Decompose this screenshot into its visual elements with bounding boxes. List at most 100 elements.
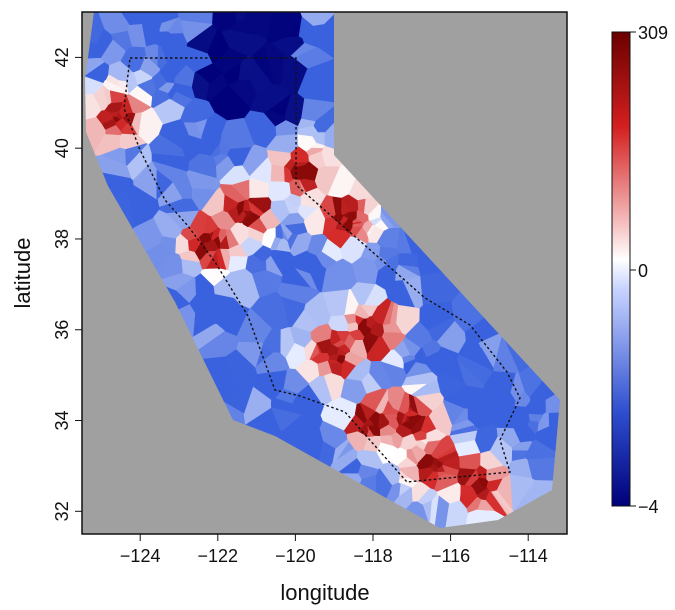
voronoi-cell — [459, 493, 478, 509]
voronoi-cell — [366, 429, 375, 438]
voronoi-cell — [93, 85, 108, 111]
voronoi-cell — [108, 60, 132, 82]
voronoi-cell — [428, 316, 455, 342]
x-tick-label: −118 — [353, 546, 392, 566]
voronoi-cell — [195, 63, 222, 84]
voronoi-cell — [401, 421, 412, 430]
voronoi-cell — [109, 90, 128, 104]
y-tick-label: 38 — [52, 229, 72, 249]
voronoi-cell — [450, 419, 475, 432]
voronoi-cell — [119, 12, 149, 26]
voronoi-cell — [362, 339, 378, 355]
voronoi-cell — [158, 82, 175, 94]
voronoi-cell — [467, 397, 495, 429]
y-tick-label: 32 — [52, 501, 72, 521]
voronoi-cell — [401, 354, 416, 364]
voronoi-cell — [125, 142, 148, 167]
voronoi-cell — [228, 20, 258, 36]
voronoi-cell — [289, 179, 303, 197]
colorbar — [611, 31, 631, 507]
voronoi-cell — [283, 198, 299, 214]
voronoi-cell — [384, 413, 398, 423]
voronoi-cell — [223, 194, 239, 213]
voronoi-cell — [382, 301, 395, 326]
voronoi-cell — [480, 450, 504, 470]
colorbar-min-label: −4 — [638, 497, 659, 517]
voronoi-cell — [210, 294, 240, 313]
voronoi-cell — [348, 211, 357, 222]
voronoi-cell — [431, 435, 455, 459]
voronoi-cell — [359, 325, 372, 337]
voronoi-cell — [296, 165, 305, 172]
voronoi-cell — [177, 12, 213, 24]
y-tick-label: 40 — [52, 138, 72, 158]
voronoi-cell — [276, 238, 291, 253]
voronoi-cell — [101, 118, 117, 130]
x-tick-label: −116 — [431, 546, 470, 566]
voronoi-cell — [398, 391, 410, 415]
y-tick-label: 34 — [52, 411, 72, 431]
voronoi-cell — [162, 60, 187, 78]
x-tick-label: −120 — [275, 546, 316, 566]
voronoi-cell — [96, 28, 113, 59]
voronoi-cell — [360, 388, 388, 411]
voronoi-cell — [248, 217, 268, 234]
voronoi-cell — [328, 363, 343, 377]
voronoi-cell — [270, 164, 285, 182]
x-axis-ticks: −124 −122 −120 −118 −116 −114 — [120, 534, 548, 566]
voronoi-cell — [433, 495, 450, 528]
voronoi-cell — [251, 203, 264, 217]
voronoi-cell — [158, 119, 189, 149]
voronoi-cell — [545, 385, 560, 413]
voronoi-cell — [379, 246, 400, 261]
colorbar-mid-label: 0 — [638, 261, 648, 281]
x-tick-label: −122 — [198, 546, 239, 566]
voronoi-cell — [167, 84, 176, 100]
voronoi-cell — [137, 78, 157, 97]
voronoi-cell — [255, 352, 290, 375]
voronoi-cell — [437, 450, 459, 464]
y-tick-label: 42 — [52, 47, 72, 67]
voronoi-cell — [139, 55, 161, 78]
voronoi-cell — [115, 118, 127, 132]
voronoi-cell — [299, 178, 318, 193]
voronoi-cell — [220, 117, 255, 149]
voronoi-cell — [238, 211, 246, 224]
x-tick-label: −124 — [120, 546, 161, 566]
voronoi-cell — [340, 236, 367, 264]
voronoi-cell — [250, 57, 273, 94]
voronoi-cell — [464, 469, 479, 486]
voronoi-cell — [223, 385, 254, 414]
voronoi-cell — [199, 137, 215, 156]
voronoi-cell — [412, 430, 427, 441]
voronoi-cell — [436, 465, 445, 473]
y-axis-title: latitude — [10, 238, 35, 309]
voronoi-cell — [485, 490, 510, 520]
voronoi-cell — [215, 155, 235, 181]
voronoi-cell — [472, 347, 494, 372]
voronoi-cell — [311, 352, 330, 364]
voronoi-cell — [388, 418, 400, 431]
state-border — [123, 57, 521, 483]
voronoi-cell — [167, 16, 184, 34]
voronoi-cell — [265, 255, 283, 277]
voronoi-cell — [299, 12, 339, 26]
voronoi-cell — [399, 465, 421, 483]
voronoi-cell — [369, 411, 380, 427]
voronoi-cell — [215, 248, 227, 270]
voronoi-cell — [253, 260, 267, 273]
voronoi-cell — [219, 235, 230, 250]
voronoi-cell — [402, 276, 423, 309]
voronoi-cell — [364, 283, 388, 306]
voronoi-cell — [201, 112, 228, 141]
voronoi-cell — [525, 439, 560, 460]
voronoi-cell — [199, 233, 212, 243]
voronoi-cell — [402, 372, 438, 386]
voronoi-cell — [92, 134, 121, 157]
voronoi-cell — [270, 398, 300, 415]
voronoi-cell — [528, 413, 544, 422]
voronoi-cell — [399, 483, 412, 497]
voronoi-cell — [354, 304, 370, 319]
plot-frame — [81, 11, 568, 535]
